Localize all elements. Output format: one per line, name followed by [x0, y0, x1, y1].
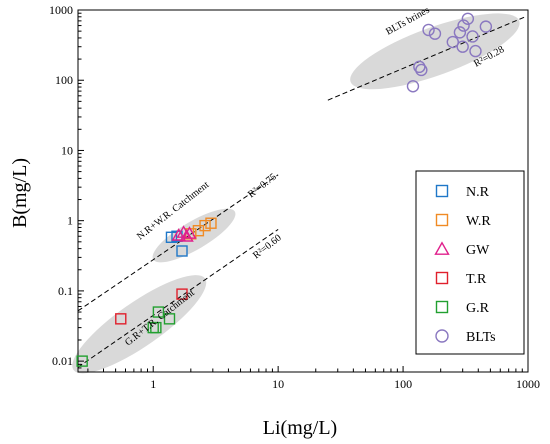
data-points — [76, 12, 493, 367]
y-tick-label: 0.1 — [58, 284, 73, 298]
point-t-r — [115, 313, 127, 325]
point-gw — [182, 226, 197, 239]
point-n-r — [176, 245, 188, 257]
legend-label-t-r: T.R — [466, 272, 487, 287]
point-blts — [428, 27, 442, 40]
point-blts — [469, 44, 482, 58]
point-g-r — [163, 313, 176, 325]
point-blts — [413, 60, 426, 74]
axis-tick-labels: 1 10 100 1000 0.01 0.1 1 10 100 1000 — [49, 3, 540, 391]
legend: N.R W.R GW T.R G.R BLTs — [415, 170, 525, 355]
nr-wr-trend-line — [77, 174, 279, 312]
point-blts — [456, 40, 469, 53]
legend-label-w-r: W.R — [466, 214, 491, 229]
point-blts — [479, 20, 493, 33]
legend-label-blts: BLTs — [466, 330, 496, 345]
nr-wr-r2-label: R²=0.75 — [246, 171, 279, 200]
y-tick-label: 100 — [55, 73, 73, 87]
legend-marker-blts — [435, 329, 449, 343]
point-blts — [466, 30, 479, 43]
point-g-r — [152, 306, 165, 318]
point-gw — [179, 229, 194, 242]
axis-ticks — [78, 9, 529, 373]
legend-marker-t-r — [435, 271, 449, 285]
point-blts — [415, 63, 428, 77]
point-blts — [422, 23, 435, 37]
y-tick-label: 10 — [61, 143, 73, 157]
legend-label-n-r: N.R — [466, 185, 490, 200]
gr-tr-trend-line — [77, 229, 279, 368]
y-axis-title: B(mg/L) — [9, 158, 31, 228]
legend-marker-n-r — [435, 184, 449, 198]
point-blts — [461, 12, 475, 25]
point-blts — [406, 80, 420, 93]
y-tick-label: 0.01 — [52, 354, 73, 368]
legend-marker-gw — [434, 241, 450, 255]
point-g-r — [76, 355, 88, 367]
point-w-r — [205, 217, 217, 229]
gr-tr-r2-label: R²=0.60 — [251, 232, 284, 261]
legend-marker-w-r — [435, 213, 449, 227]
x-tick-label: 100 — [394, 377, 412, 391]
legend-box — [415, 170, 525, 355]
point-blts — [453, 26, 467, 39]
point-blts — [446, 35, 459, 49]
y-tick-label: 1 — [67, 214, 73, 228]
legend-marker-g-r — [435, 300, 449, 314]
point-w-r — [199, 219, 211, 232]
legend-label-gw: GW — [466, 243, 490, 258]
x-tick-label: 1000 — [516, 377, 540, 391]
trend-lines — [77, 16, 526, 368]
x-tick-label: 1 — [150, 377, 156, 391]
point-gw — [171, 228, 186, 241]
x-tick-label: 10 — [272, 377, 284, 391]
plot-frame — [77, 9, 529, 373]
legend-label-g-r: G.R — [466, 301, 490, 316]
blts-trend-line — [327, 16, 526, 101]
point-t-r — [176, 288, 188, 300]
x-axis-title: Li(mg/L) — [263, 417, 337, 439]
gr-tr-ellipse — [72, 275, 207, 374]
point-g-r — [150, 321, 162, 334]
point-blts — [457, 19, 470, 32]
y-tick-label: 1000 — [49, 3, 73, 17]
